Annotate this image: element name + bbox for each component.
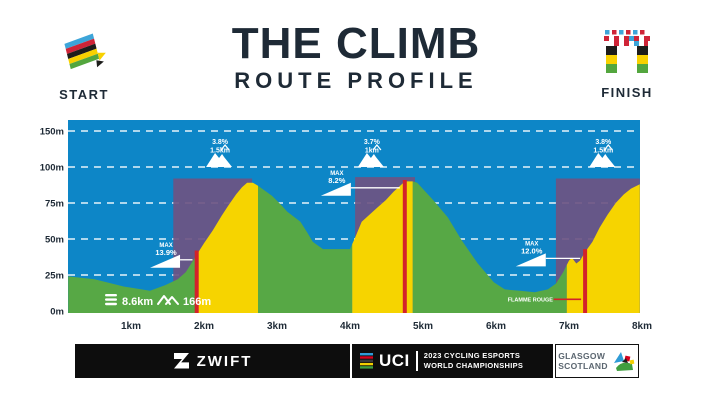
y-axis-label: 75m [45,199,64,210]
svg-text:MAX: MAX [159,243,172,249]
x-axis-label: 1km [121,321,141,332]
svg-text:3.8%: 3.8% [595,139,612,146]
y-axis-label: 100m [40,163,64,174]
mountain-icon [357,153,384,167]
distance-icon [105,294,117,297]
zwift-wordmark: ZWIFT [196,352,253,370]
steep-marker [194,250,199,313]
peak-cap-icon [372,143,382,151]
finish-label: FINISH [601,85,653,100]
grade-badge: 3.8% 1.5km [589,139,616,167]
x-axis-label: 2km [194,321,214,332]
distance-value: 8.6km [122,296,153,308]
grade-badge: 3.8% 1.5km [206,139,233,167]
svg-text:8.2%: 8.2% [328,176,345,185]
page-title: THE CLIMB [231,19,481,68]
svg-text:MAX: MAX [525,241,538,247]
x-axis-label: 5km [413,321,433,332]
start-flag-icon [64,33,106,70]
start-label: START [59,87,109,102]
footer: ZWIFT UCI 2023 CYCLING ESPORTS WORLD CHA… [75,344,639,378]
uci-wordmark: UCI [379,351,410,370]
flamme-rouge-note: FLAMME ROUGE [508,297,582,303]
start-block: START [34,30,134,102]
y-axis-label: 0m [50,307,64,318]
finish-arch-icon [604,30,650,73]
host-city: GLASGOW SCOTLAND [558,350,608,371]
chart-area: 3.8%1.5km3.7%1km3.8%1.5kmMAX13.9%MAX8.2%… [40,120,652,332]
svg-text:3.7%: 3.7% [364,139,381,146]
svg-text:12.0%: 12.0% [521,246,543,255]
svg-text:FLAMME ROUGE: FLAMME ROUGE [508,297,554,303]
mountain-icon [206,153,233,167]
x-axis-label: 6km [486,321,506,332]
host-bar: GLASGOW SCOTLAND [555,344,639,378]
glasgow-thistle-icon [613,352,635,371]
peak-cap-icon [220,143,230,151]
y-axis-label: 150m [40,127,64,138]
elevation-icon [157,295,179,305]
x-axis-label: 3km [267,321,287,332]
svg-text:13.9%: 13.9% [155,248,177,257]
ramp-icon [515,253,546,267]
uci-stripes-icon [360,353,373,369]
zwift-bar: ZWIFT [75,344,350,378]
x-axis-label: 4km [340,321,360,332]
peak-cap-icon [603,143,613,151]
x-axis-label: 8km [632,321,652,332]
route-stats: 8.6km 166m [105,294,211,308]
svg-text:MAX: MAX [330,171,343,177]
steep-marker [402,180,407,313]
ramp-icon [150,254,181,268]
terrain-climb [352,181,413,313]
svg-text:3.8%: 3.8% [212,139,229,146]
championship-title: 2023 CYCLING ESPORTS WORLD CHAMPIONSHIPS [423,351,524,370]
terrain-flat [258,185,353,313]
mountain-icon [589,153,616,167]
divider [415,351,418,371]
terrain-climb [196,182,258,313]
ramp-icon [320,182,351,196]
title-block: THE CLIMB ROUTE PROFILE [0,22,712,92]
y-axis-label: 50m [45,235,64,246]
steep-marker [583,249,588,313]
finish-block: FINISH [572,30,682,100]
svg-text:1km: 1km [365,148,379,155]
terrain-flat [412,181,567,313]
uci-bar: UCI 2023 CYCLING ESPORTS WORLD CHAMPIONS… [352,344,553,378]
svg-text:1.5km: 1.5km [593,148,613,155]
terrain-flat [68,254,197,313]
elevation-value: 166m [183,296,211,308]
x-axis-label: 7km [559,321,579,332]
page-subtitle: ROUTE PROFILE [234,68,478,93]
y-axis-label: 25m [45,271,64,282]
grade-badge: 3.7% 1km [357,139,384,167]
svg-text:1.5km: 1.5km [210,148,230,155]
zwift-logo-icon [173,353,189,369]
